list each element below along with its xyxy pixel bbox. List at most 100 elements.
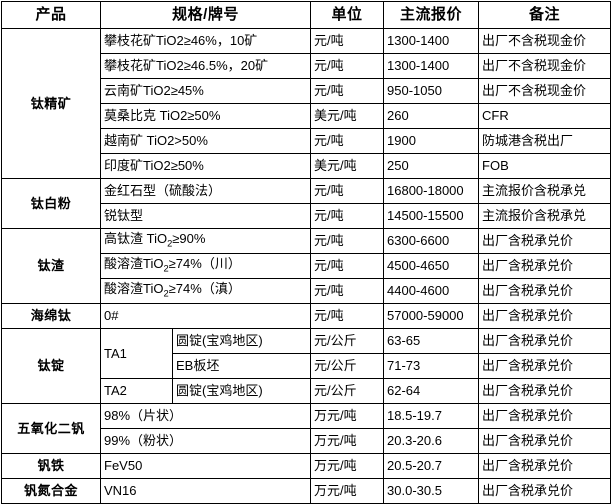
price-cell: 57000-59000 (383, 303, 480, 329)
note-cell: 出厂含税承兑价 (478, 253, 611, 279)
price-cell: 14500-15500 (383, 203, 480, 229)
price-cell: 1900 (383, 128, 480, 154)
table-row: 印度矿TiO2≥50% 美元/吨 250 FOB (2, 153, 611, 179)
column-header-spec: 规格/牌号 (99, 1, 312, 29)
table-row: 钛精矿 攀枝花矿TiO2≥46%，10矿 元/吨 1300-1400 出厂不含税现金价 (1, 28, 611, 179)
spec-cell: 金红石型（硫酸法） (99, 178, 312, 204)
product-name-cell: 钛精矿 (1, 28, 101, 179)
spec-cell: 攀枝花矿TiO2≥46%，10矿 (99, 28, 312, 54)
note-cell: 主流报价含税承兑 (478, 203, 611, 229)
note-cell: 出厂不含税现金价 (478, 53, 611, 79)
unit-cell: 美元/吨 (310, 153, 385, 179)
sub-spec-cell: 圆锭(宝鸡地区) (171, 328, 312, 354)
price-cell: 16800-18000 (383, 178, 480, 204)
note-cell: 出厂含税承兑价 (478, 428, 611, 454)
unit-cell: 元/公斤 (310, 353, 385, 379)
unit-cell: 元/吨 (310, 278, 385, 304)
price-cell: 63-65 (383, 328, 480, 354)
spec-subscript: 2 (163, 288, 169, 299)
spec-cell: 0# (99, 303, 312, 329)
unit-cell: 元/吨 (310, 28, 385, 54)
sub-spec-cell: EB板坯 (171, 353, 312, 379)
price-cell: 30.0-30.5 (383, 478, 480, 504)
spec-cell: 98%（片状） (99, 403, 312, 429)
table-row: 钒氮合金 VN16 万元/吨 30.0-30.5 出厂含税承兑价 (1, 478, 611, 504)
unit-cell: 美元/吨 (310, 103, 385, 129)
table-row: 越南矿 TiO2>50% 元/吨 1900 防城港含税出厂 (2, 128, 611, 154)
note-cell: 防城港含税出厂 (478, 128, 611, 154)
price-cell: 4500-4650 (383, 253, 480, 279)
unit-cell: 元/吨 (310, 253, 385, 279)
price-cell: 71-73 (383, 353, 480, 379)
unit-cell: 元/吨 (310, 228, 385, 254)
table-row: 99%（粉状） 万元/吨 20.3-20.6 出厂含税承兑价 (2, 428, 611, 454)
column-header-note: 备注 (478, 1, 611, 29)
note-cell: 出厂不含税现金价 (478, 78, 611, 104)
price-cell: 1300-1400 (383, 53, 480, 79)
table-row: 海绵钛 0# 元/吨 57000-59000 出厂含税承兑价 (1, 303, 611, 329)
note-cell: CFR (478, 103, 611, 129)
table-body: 钛精矿 攀枝花矿TiO2≥46%，10矿 元/吨 1300-1400 出厂不含税现金价攀… (1, 28, 611, 504)
spec-cell: 云南矿TiO2≥45% (99, 78, 312, 104)
product-name-cell: 钛渣 (1, 228, 101, 304)
header-row: 产品 规格/牌号 单位 主流报价 备注 (1, 1, 611, 29)
note-cell: FOB (478, 153, 611, 179)
table-row: 钛渣 高钛渣 TiO2≥90% 元/吨 6300-6600 出厂含税承兑价 (1, 228, 611, 304)
unit-cell: 元/吨 (310, 203, 385, 229)
column-header-unit: 单位 (310, 1, 385, 29)
note-cell: 出厂含税承兑价 (478, 353, 611, 379)
unit-cell: 元/公斤 (310, 378, 385, 404)
spec-cell: 印度矿TiO2≥50% (99, 153, 312, 179)
spec-subscript: 2 (163, 263, 169, 274)
product-name-cell: 海绵钛 (1, 303, 101, 329)
spec-subscript: 2 (167, 238, 173, 249)
spec-cell: 酸溶渣TiO2≥74%（川） (99, 253, 312, 279)
price-cell: 260 (383, 103, 480, 129)
column-header-price: 主流报价 (383, 1, 480, 29)
product-name-cell: 钒铁 (1, 453, 101, 479)
sub-spec-cell: 圆锭(宝鸡地区) (171, 378, 312, 404)
spec-cell: 攀枝花矿TiO2≥46.5%，20矿 (99, 53, 312, 79)
price-cell: 6300-6600 (383, 228, 480, 254)
product-name-cell: 钛锭 (1, 328, 101, 404)
grade-cell: TA1 (100, 328, 173, 379)
table-row: 云南矿TiO2≥45% 元/吨 950-1050 出厂不含税现金价 (2, 78, 611, 104)
price-cell: 1300-1400 (383, 28, 480, 54)
spec-cell: VN16 (99, 478, 312, 504)
unit-cell: 元/公斤 (310, 328, 385, 354)
column-header-product: 产品 (1, 1, 101, 29)
price-cell: 250 (383, 153, 480, 179)
table-row: 锐钛型 元/吨 14500-15500 主流报价含税承兑 (2, 203, 611, 229)
unit-cell: 万元/吨 (310, 453, 385, 479)
table-row: 酸溶渣TiO2≥74%（川） 元/吨 4500-4650 出厂含税承兑价 (2, 253, 611, 279)
product-name-cell: 钒氮合金 (1, 478, 101, 504)
table-row: 攀枝花矿TiO2≥46.5%，20矿 元/吨 1300-1400 出厂不含税现金价 (2, 53, 611, 79)
note-cell: 出厂含税承兑价 (478, 228, 611, 254)
price-cell: 4400-4600 (383, 278, 480, 304)
unit-cell: 万元/吨 (310, 428, 385, 454)
product-name-cell: 五氧化二钒 (1, 403, 101, 454)
unit-cell: 元/吨 (310, 178, 385, 204)
spec-cell: FeV50 (99, 453, 312, 479)
table-row: 钒铁 FeV50 万元/吨 20.5-20.7 出厂含税承兑价 (1, 453, 611, 479)
table-row: 莫桑比克 TiO2≥50% 美元/吨 260 CFR (2, 103, 611, 129)
spec-cell: 越南矿 TiO2>50% (99, 128, 312, 154)
note-cell: 出厂含税承兑价 (478, 278, 611, 304)
note-cell: 出厂含税承兑价 (478, 403, 611, 429)
note-cell: 出厂含税承兑价 (478, 378, 611, 404)
unit-cell: 元/吨 (310, 53, 385, 79)
table-row: 五氧化二钒 98%（片状） 万元/吨 18.5-19.7 出厂含税承兑价 (1, 403, 611, 454)
spec-cell: 莫桑比克 TiO2≥50% (99, 103, 312, 129)
table-row: 钛锭 TA1 圆锭(宝鸡地区) 元/公斤 63-65 出厂含税承兑价 (1, 328, 611, 404)
note-cell: 出厂不含税现金价 (478, 28, 611, 54)
price-cell: 20.5-20.7 (383, 453, 480, 479)
table-row: 钛白粉 金红石型（硫酸法） 元/吨 16800-18000 主流报价含税承兑 (1, 178, 611, 229)
price-cell: 18.5-19.7 (383, 403, 480, 429)
spec-cell: 酸溶渣TiO2≥74%（滇） (99, 278, 312, 304)
price-cell: 950-1050 (383, 78, 480, 104)
price-cell: 62-64 (383, 378, 480, 404)
grade-cell: TA2 (100, 378, 173, 404)
note-cell: 主流报价含税承兑 (478, 178, 611, 204)
unit-cell: 元/吨 (310, 128, 385, 154)
